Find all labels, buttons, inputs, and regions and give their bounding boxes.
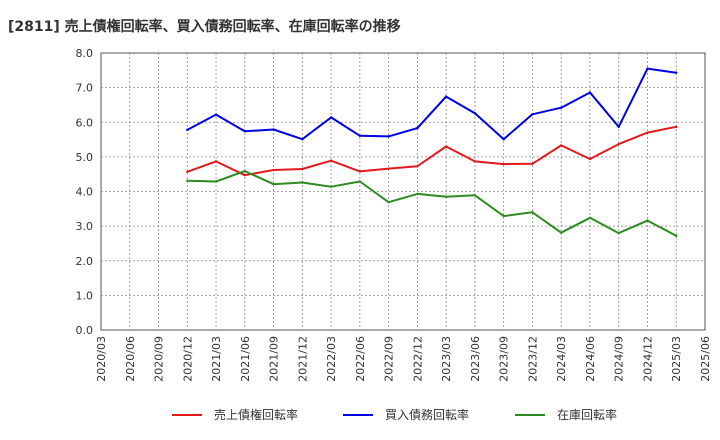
- data-point: [588, 216, 592, 220]
- data-point: [387, 167, 390, 170]
- legend: 売上債権回転率 買入債務回転率 在庫回転率: [172, 407, 617, 422]
- x-tick-label: 2023/06: [469, 336, 482, 382]
- data-point: [214, 113, 218, 116]
- series-lines: [186, 67, 678, 238]
- x-tick-label: 2022/03: [325, 336, 338, 382]
- data-point: [675, 125, 678, 128]
- data-point: [186, 128, 189, 132]
- series-line-3: [187, 170, 677, 237]
- data-point: [617, 231, 620, 235]
- y-axis-ticks: 0.0 1.0 2.0 3.0 4.0 5.0 6.0 7.0 8.0: [76, 47, 94, 337]
- data-point: [301, 181, 304, 184]
- data-point: [502, 138, 505, 141]
- data-point: [243, 130, 247, 133]
- data-point: [588, 157, 592, 161]
- x-tick-label: 2022/06: [354, 336, 367, 382]
- x-tick-label: 2020/03: [95, 336, 108, 382]
- data-point: [473, 194, 477, 197]
- data-point: [675, 234, 678, 238]
- x-tick-label: 2023/03: [440, 336, 453, 382]
- data-point: [444, 145, 448, 148]
- data-point: [444, 95, 448, 98]
- data-point: [329, 116, 333, 119]
- data-point: [186, 170, 189, 173]
- data-point: [559, 231, 563, 234]
- y-tick-label: 0.0: [76, 324, 94, 337]
- data-point: [243, 174, 247, 177]
- y-tick-label: 8.0: [76, 47, 94, 60]
- x-tick-label: 2023/12: [526, 336, 539, 382]
- y-tick-label: 5.0: [76, 151, 94, 164]
- y-tick-label: 1.0: [76, 289, 94, 302]
- x-tick-label: 2024/09: [613, 336, 626, 382]
- data-point: [531, 113, 534, 116]
- x-tick-label: 2020/12: [181, 336, 194, 382]
- chart-title: [2811] 売上債権回転率、買入債務回転率、在庫回転率の推移: [8, 19, 401, 35]
- data-point: [588, 91, 592, 94]
- data-point: [473, 160, 477, 163]
- x-tick-label: 2021/03: [210, 336, 223, 382]
- data-point: [617, 125, 620, 128]
- legend-label-1: 売上債権回転率: [214, 407, 298, 422]
- data-point: [646, 219, 649, 222]
- x-tick-label: 2021/09: [268, 336, 281, 382]
- x-axis-ticks: 2020/03 2020/06 2020/09 2020/12 2021/03 2021/…: [95, 336, 712, 382]
- x-tick-label: 2024/03: [555, 336, 568, 382]
- data-point: [301, 138, 304, 141]
- data-point: [675, 71, 678, 74]
- data-point: [358, 134, 362, 137]
- y-tick-label: 7.0: [76, 82, 94, 95]
- data-point: [416, 126, 419, 130]
- data-point: [617, 142, 620, 146]
- data-point: [416, 192, 419, 196]
- data-point: [214, 180, 218, 183]
- data-point: [272, 128, 275, 131]
- x-tick-label: 2025/06: [699, 336, 712, 382]
- data-point: [214, 160, 218, 163]
- data-point: [502, 162, 505, 166]
- data-point: [531, 162, 534, 165]
- data-point: [358, 180, 362, 183]
- data-point: [502, 214, 505, 218]
- x-tick-label: 2022/12: [411, 336, 424, 382]
- series-line-1: [186, 125, 677, 177]
- data-point: [301, 167, 304, 171]
- x-tick-label: 2020/09: [153, 336, 166, 382]
- data-point: [387, 135, 390, 138]
- data-point: [272, 168, 275, 172]
- data-point: [416, 165, 419, 168]
- series-line-2: [186, 67, 677, 141]
- x-tick-label: 2025/03: [670, 336, 683, 382]
- y-tick-label: 4.0: [76, 186, 94, 199]
- y-tick-label: 3.0: [76, 220, 94, 233]
- data-point: [559, 144, 563, 147]
- data-point: [559, 106, 563, 109]
- data-point: [272, 183, 275, 186]
- y-tick-label: 6.0: [76, 116, 94, 129]
- x-tick-label: 2022/09: [383, 336, 396, 382]
- y-tick-label: 2.0: [76, 255, 94, 268]
- data-point: [387, 201, 390, 204]
- data-point: [646, 67, 649, 70]
- data-point: [444, 195, 448, 198]
- x-tick-label: 2024/12: [641, 336, 654, 382]
- x-tick-label: 2021/12: [296, 336, 309, 382]
- data-point: [186, 179, 189, 182]
- data-point: [243, 169, 247, 173]
- data-point: [646, 131, 649, 134]
- data-point: [329, 185, 333, 188]
- data-point: [531, 211, 534, 214]
- data-point: [358, 170, 362, 173]
- x-tick-label: 2024/06: [584, 336, 597, 382]
- data-point: [473, 112, 477, 115]
- data-point: [329, 159, 333, 162]
- x-tick-label: 2023/09: [498, 336, 511, 382]
- x-tick-label: 2021/06: [239, 336, 252, 382]
- legend-label-3: 在庫回転率: [557, 407, 617, 422]
- x-tick-label: 2020/06: [124, 336, 137, 382]
- legend-label-2: 買入債務回転率: [385, 407, 469, 422]
